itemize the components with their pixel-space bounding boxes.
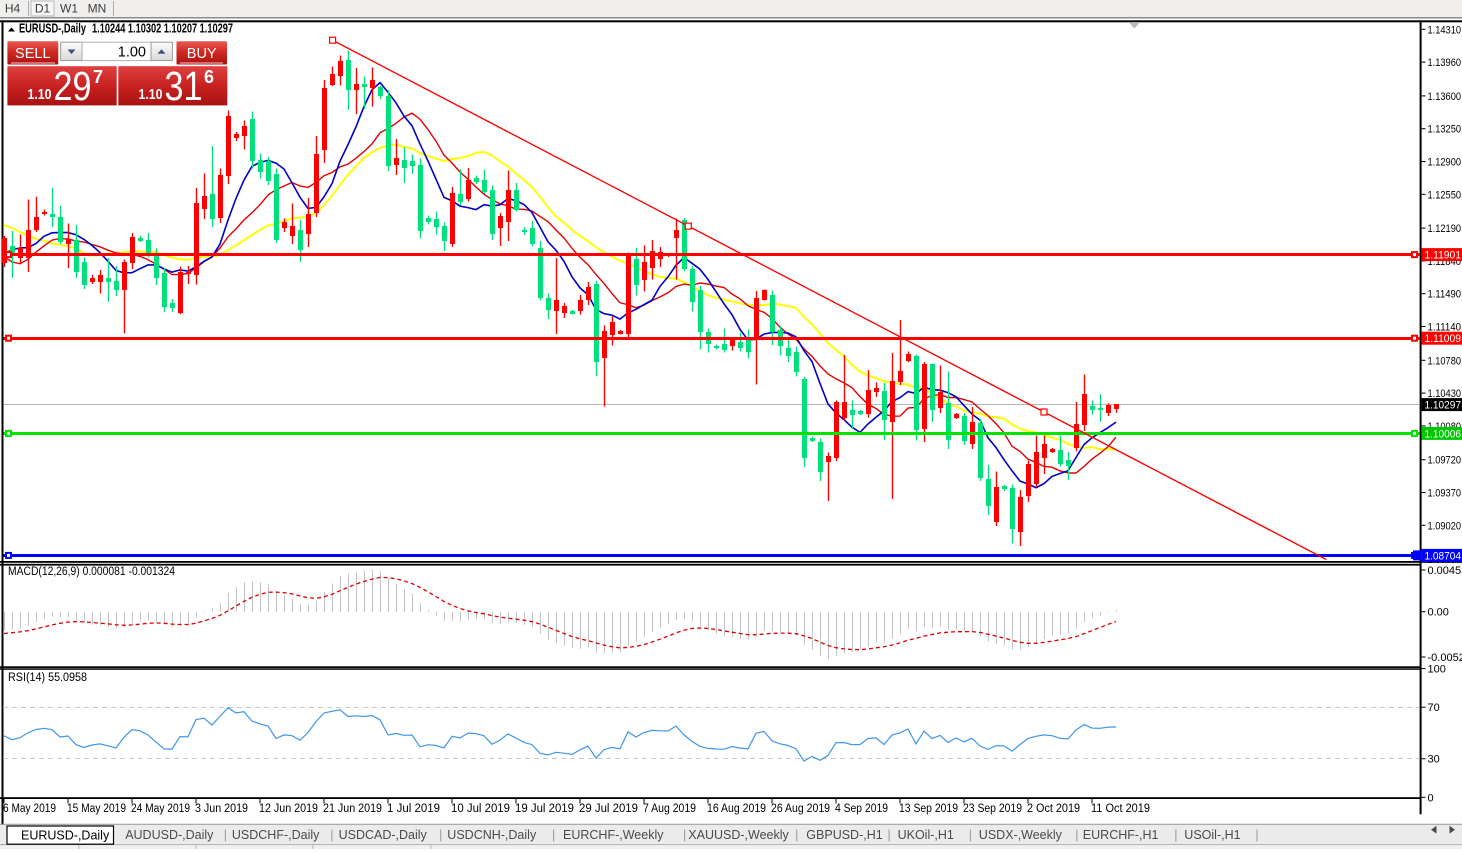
svg-text:1.10244 1.10302 1.10207 1.1029: 1.10244 1.10302 1.10207 1.10297 xyxy=(92,22,233,36)
svg-text:|: | xyxy=(1255,828,1258,842)
svg-text:W1: W1 xyxy=(60,2,78,16)
svg-text:1.09720: 1.09720 xyxy=(1428,455,1462,467)
svg-text:7: 7 xyxy=(93,67,103,87)
svg-text:6: 6 xyxy=(204,67,214,87)
svg-text:USDX-,Weekly: USDX-,Weekly xyxy=(979,828,1063,842)
svg-text:|: | xyxy=(969,828,972,842)
svg-text:1.00: 1.00 xyxy=(118,45,146,61)
svg-text:|: | xyxy=(683,828,686,842)
svg-text:19 Jul 2019: 19 Jul 2019 xyxy=(515,803,574,815)
svg-text:RSI(14) 55.0958: RSI(14) 55.0958 xyxy=(8,672,87,684)
svg-text:SELL: SELL xyxy=(15,46,50,62)
svg-text:7 Aug 2019: 7 Aug 2019 xyxy=(643,803,696,815)
svg-text:1.09020: 1.09020 xyxy=(1428,520,1462,532)
svg-text:1.13960: 1.13960 xyxy=(1428,57,1462,69)
svg-text:1.11009: 1.11009 xyxy=(1425,333,1462,345)
svg-text:29: 29 xyxy=(54,63,92,109)
svg-text:BUY: BUY xyxy=(187,46,217,62)
svg-text:1 Jul 2019: 1 Jul 2019 xyxy=(387,803,440,815)
svg-text:EURUSD-,Daily: EURUSD-,Daily xyxy=(21,829,110,843)
svg-text:GBPUSD-,H1: GBPUSD-,H1 xyxy=(806,828,882,842)
svg-text:H4: H4 xyxy=(5,2,21,16)
svg-text:4 Sep 2019: 4 Sep 2019 xyxy=(835,803,888,815)
svg-text:-0.005205: -0.005205 xyxy=(1428,652,1462,664)
svg-text:11 Oct 2019: 11 Oct 2019 xyxy=(1091,803,1150,815)
svg-text:|: | xyxy=(224,828,227,842)
svg-text:1.10: 1.10 xyxy=(139,87,163,103)
svg-text:1.13600: 1.13600 xyxy=(1428,91,1462,103)
svg-text:30: 30 xyxy=(1428,754,1440,766)
svg-text:0: 0 xyxy=(1428,792,1434,804)
svg-text:16 Aug 2019: 16 Aug 2019 xyxy=(707,803,766,815)
svg-text:|: | xyxy=(1174,828,1177,842)
svg-text:|: | xyxy=(439,828,442,842)
svg-text:13 Sep 2019: 13 Sep 2019 xyxy=(899,803,958,815)
svg-text:1.11490: 1.11490 xyxy=(1428,289,1462,301)
svg-text:EURCHF-,Weekly: EURCHF-,Weekly xyxy=(563,828,664,842)
svg-text:|: | xyxy=(795,828,798,842)
svg-text:|: | xyxy=(552,828,555,842)
svg-text:UKOil-,H1: UKOil-,H1 xyxy=(898,828,954,842)
svg-text:USDCNH-,Daily: USDCNH-,Daily xyxy=(447,828,537,842)
svg-text:0.004536: 0.004536 xyxy=(1428,565,1462,577)
svg-text:XAUUSD-,Weekly: XAUUSD-,Weekly xyxy=(688,828,789,842)
svg-text:21 Jun 2019: 21 Jun 2019 xyxy=(323,803,382,815)
svg-text:|: | xyxy=(1075,828,1078,842)
svg-text:MN: MN xyxy=(88,2,107,16)
svg-text:2 Oct 2019: 2 Oct 2019 xyxy=(1027,803,1080,815)
svg-text:0.00: 0.00 xyxy=(1428,607,1449,619)
svg-text:6 May 2019: 6 May 2019 xyxy=(3,803,56,815)
svg-text:23 Sep 2019: 23 Sep 2019 xyxy=(963,803,1022,815)
svg-text:1.09370: 1.09370 xyxy=(1428,488,1462,500)
svg-text:3 Jun 2019: 3 Jun 2019 xyxy=(195,803,248,815)
svg-text:1.08704: 1.08704 xyxy=(1425,550,1462,562)
svg-text:100: 100 xyxy=(1428,664,1446,676)
svg-text:|: | xyxy=(888,828,891,842)
svg-text:1.13250: 1.13250 xyxy=(1428,124,1462,136)
svg-text:1.11901: 1.11901 xyxy=(1425,250,1462,262)
svg-text:1.10780: 1.10780 xyxy=(1428,355,1462,367)
svg-text:12 Jun 2019: 12 Jun 2019 xyxy=(259,803,318,815)
svg-text:1.10297: 1.10297 xyxy=(1425,400,1462,412)
svg-text:26 Aug 2019: 26 Aug 2019 xyxy=(771,803,830,815)
svg-text:USDCAD-,Daily: USDCAD-,Daily xyxy=(339,828,428,842)
svg-text:AUDUSD-,Daily: AUDUSD-,Daily xyxy=(125,828,214,842)
svg-text:29 Jul 2019: 29 Jul 2019 xyxy=(579,803,638,815)
svg-text:1.12190: 1.12190 xyxy=(1428,223,1462,235)
svg-text:70: 70 xyxy=(1428,702,1440,714)
svg-text:31: 31 xyxy=(165,63,203,109)
svg-text:24 May 2019: 24 May 2019 xyxy=(131,803,190,815)
svg-text:|: | xyxy=(330,828,333,842)
svg-text:EURCHF-,H1: EURCHF-,H1 xyxy=(1083,828,1159,842)
svg-text:D1: D1 xyxy=(35,2,51,16)
svg-text:1.12550: 1.12550 xyxy=(1428,189,1462,201)
svg-text:USDCHF-,Daily: USDCHF-,Daily xyxy=(232,828,320,842)
svg-text:1.10: 1.10 xyxy=(28,87,52,103)
svg-text:MACD(12,26,9) 0.000081 -0.0013: MACD(12,26,9) 0.000081 -0.001324 xyxy=(8,566,176,578)
svg-text:1.12900: 1.12900 xyxy=(1428,157,1462,169)
svg-text:15 May 2019: 15 May 2019 xyxy=(67,803,126,815)
svg-text:USOil-,H1: USOil-,H1 xyxy=(1184,828,1240,842)
svg-text:EURUSD-,Daily: EURUSD-,Daily xyxy=(19,22,86,36)
svg-text:1.14310: 1.14310 xyxy=(1428,24,1462,36)
svg-text:10 Jul 2019: 10 Jul 2019 xyxy=(451,803,510,815)
svg-text:1.10006: 1.10006 xyxy=(1425,428,1462,440)
